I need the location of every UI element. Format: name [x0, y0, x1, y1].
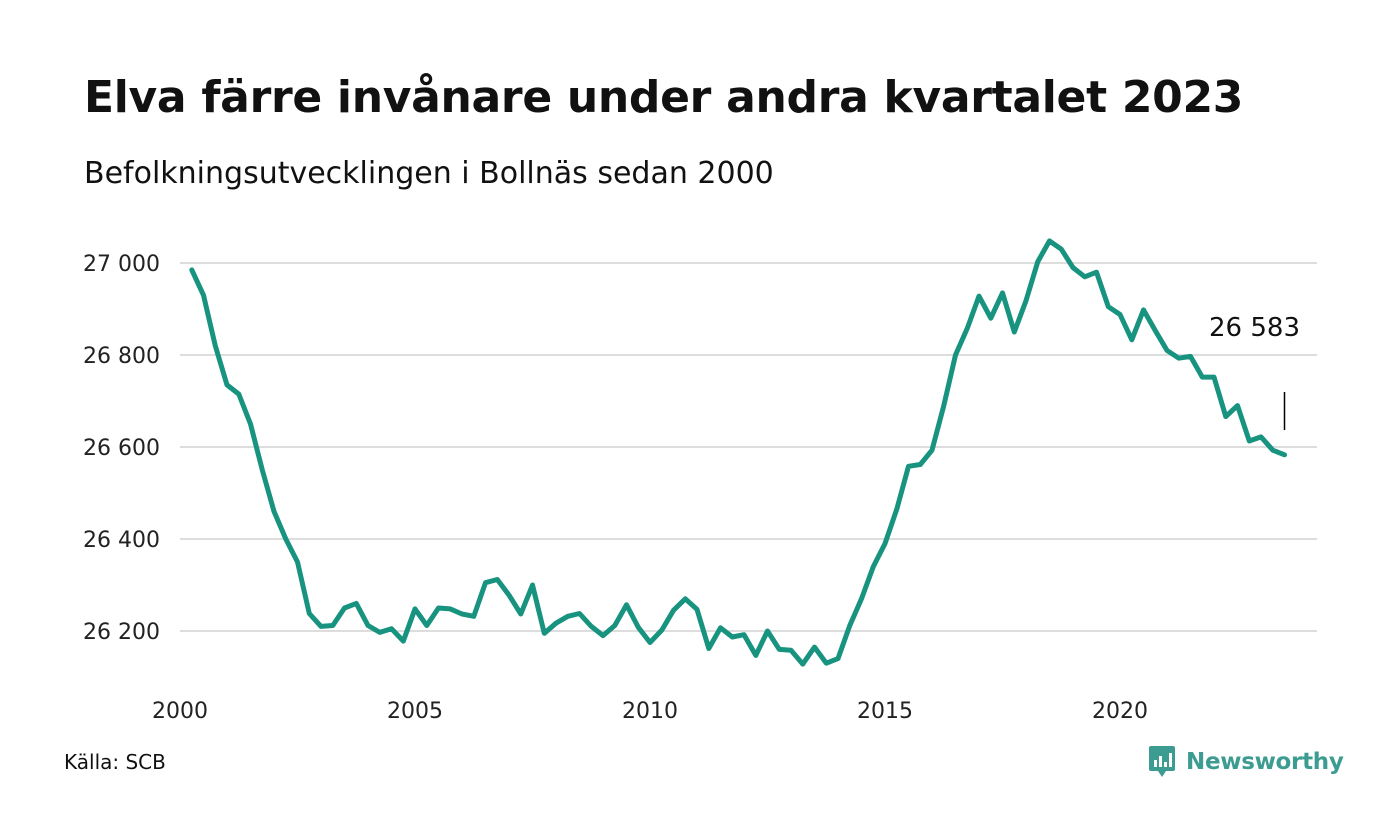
- series-line: [189, 238, 1287, 667]
- newsworthy-logo-icon: [1149, 746, 1175, 777]
- gridlines: [180, 262, 1317, 632]
- annotation: 26 583: [1209, 313, 1300, 430]
- y-tick-label: 26 400: [83, 528, 160, 553]
- y-tick-label: 26 800: [83, 344, 160, 369]
- series-group: [189, 238, 1287, 667]
- x-axis: 2000 2005 2010 2015 2020: [152, 699, 1148, 724]
- y-axis: 26 200 26 400 26 600 26 800 27 000: [83, 252, 160, 645]
- x-tick-label: 2020: [1092, 699, 1148, 724]
- x-tick-label: 2015: [857, 699, 913, 724]
- source-label: Källa: SCB: [64, 750, 166, 774]
- y-tick-label: 27 000: [83, 252, 160, 277]
- brand-name: Newsworthy: [1186, 749, 1344, 775]
- chart-title: Elva färre invånare under andra kvartale…: [84, 72, 1244, 123]
- y-tick-label: 26 600: [83, 436, 160, 461]
- x-tick-label: 2000: [152, 699, 208, 724]
- chart-subtitle: Befolkningsutvecklingen i Bollnäs sedan …: [84, 156, 774, 191]
- y-tick-label: 26 200: [83, 620, 160, 645]
- x-tick-label: 2005: [387, 699, 443, 724]
- brand-logo: Newsworthy: [1148, 745, 1344, 779]
- annotation-label: 26 583: [1209, 313, 1300, 343]
- x-tick-label: 2010: [622, 699, 678, 724]
